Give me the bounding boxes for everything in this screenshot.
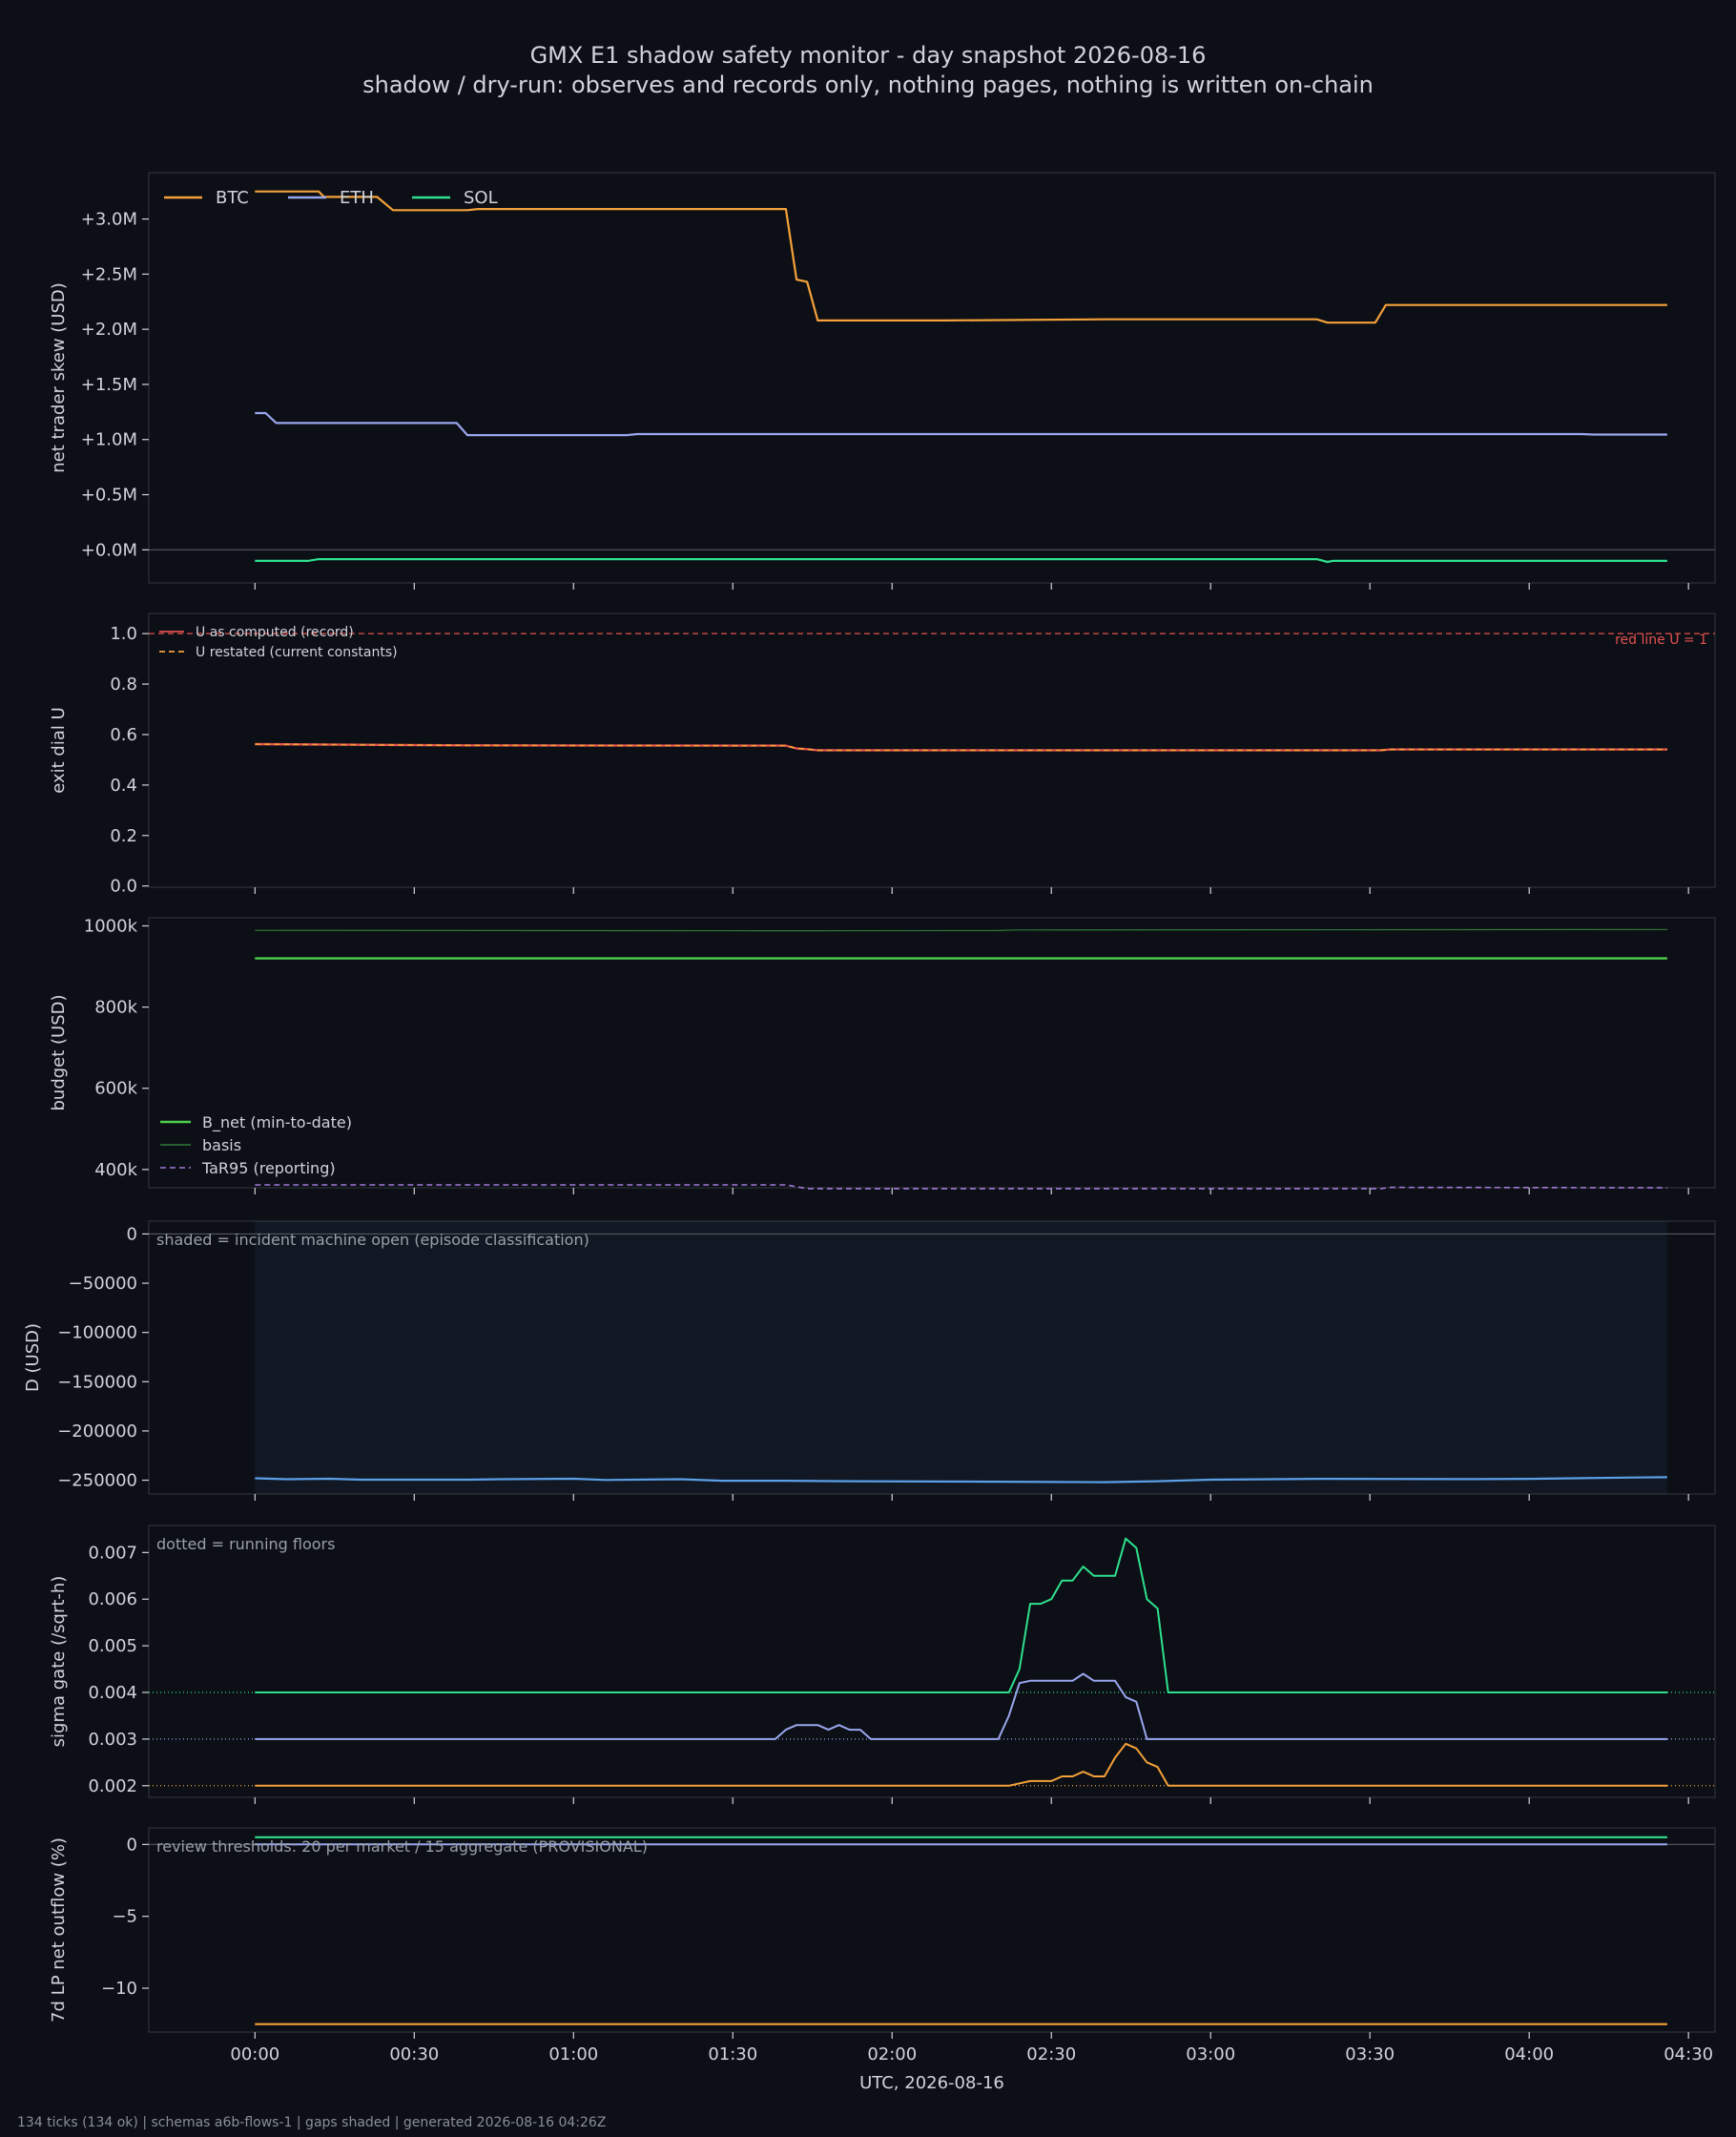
y-tick-label: 0.8 [110,674,137,695]
y-tick-label: 0.006 [88,1589,137,1609]
series-line-d [255,1476,1667,1483]
series-line-tar95-reporting- [255,1184,1667,1190]
panel-note: dotted = running floors [156,1535,335,1553]
incident-shade [255,1221,1667,1494]
x-tick-label: 02:30 [1026,2044,1076,2064]
legend-label: SOL [464,188,498,208]
series-line-sol [255,558,1667,564]
series-line-sol [255,1537,1667,1693]
legend-label: U as computed (record) [196,625,354,640]
legend-label: BTC [216,188,249,208]
y-tick-label: +3.0M [81,210,137,230]
y-tick-label: 0 [127,1835,137,1855]
y-tick-label: +1.5M [81,375,137,395]
x-tick-label: 01:30 [708,2044,757,2064]
y-tick-label: 0.003 [88,1730,137,1750]
y-tick-label: −100000 [57,1323,137,1343]
red-line-annotation: red line U = 1 [1615,633,1707,648]
y-axis-label: 7d LP net outflow (%) [49,1837,69,2023]
plot-area [148,172,1716,584]
panel-exit: 0.0 0.2 0.4 0.6 0.8 1.0 exit dial U red line U … [49,612,1716,897]
legend-label: B_net (min-to-date) [202,1113,352,1132]
y-tick-label: 0.2 [110,826,137,846]
y-tick-label: +2.5M [81,264,137,284]
series-line-u-restated-current-constants- [255,743,1667,752]
plot-area [148,1827,1716,2033]
y-tick-label: 1000k [84,917,138,937]
x-tick-label: 00:00 [230,2044,279,2064]
y-tick-label: −150000 [57,1372,137,1392]
panels: +0.0M +0.5M +1.0M +1.5M +2.0M +2.5M +3.0M net t… [23,172,1716,2064]
figure-subtitle: shadow / dry-run: observes and records o… [362,72,1374,98]
y-tick-label: −200000 [57,1421,137,1442]
x-tick-label: 03:30 [1345,2044,1395,2064]
panel-note: shaded = incident machine open (episode … [156,1231,589,1249]
panel-note: review thresholds: 20 per market / 15 ag… [156,1837,648,1856]
figure-title: GMX E1 shadow safety monitor - day snaps… [530,42,1207,69]
series-line-btc [255,1742,1667,1787]
x-tick-label: 03:00 [1186,2044,1235,2064]
y-axis-label: D (USD) [23,1323,43,1392]
y-axis-label: budget (USD) [49,994,69,1110]
y-tick-label: +0.0M [81,540,137,560]
legend-label: U restated (current constants) [196,645,398,660]
y-tick-label: 400k [94,1160,137,1180]
y-tick-label: +0.5M [81,486,137,506]
x-tick-label: 02:00 [867,2044,917,2064]
series-line-basis [255,928,1667,932]
y-tick-label: 0.4 [110,776,137,796]
legend-label: TaR95 (reporting) [201,1159,336,1177]
legend-label: basis [202,1136,241,1154]
y-tick-label: 0.002 [88,1776,137,1796]
y-tick-label: 1.0 [110,624,137,644]
y-tick-label: +2.0M [81,320,137,340]
series-line-eth [255,411,1667,437]
y-tick-label: 800k [94,998,137,1018]
y-axis-label: exit dial U [49,707,69,794]
plot-area [148,1220,1716,1495]
y-tick-label: 0.0 [110,877,137,897]
y-tick-label: −50000 [69,1274,137,1294]
panel-skew: +0.0M +0.5M +1.0M +1.5M +2.0M +2.5M +3.0M net t… [49,172,1716,590]
y-axis-label: net trader skew (USD) [49,282,69,473]
y-tick-label: 0.007 [88,1543,137,1563]
x-tick-label: 04:30 [1664,2044,1713,2064]
y-tick-label: 0 [127,1224,137,1244]
y-tick-label: 0.005 [88,1636,137,1656]
y-tick-label: −5 [112,1907,137,1927]
y-axis-label: sigma gate (/sqrt-h) [49,1576,69,1748]
panel-d: −250000 −200000 −150000 −100000 −50000 0 D (US… [23,1220,1716,1501]
y-tick-label: −10 [101,1979,137,1999]
series-line-btc [255,190,1667,324]
y-tick-label: 0.004 [88,1683,137,1703]
x-tick-label: 04:00 [1504,2044,1554,2064]
x-tick-label: 00:30 [389,2044,439,2064]
y-tick-label: 0.6 [110,725,137,745]
y-tick-label: 600k [94,1079,137,1099]
panel-lp: −10 −5 0 00:00 00:30 01:00 01:30 02:00 02:30 03:0… [49,1827,1716,2064]
x-tick-label: 01:00 [548,2044,598,2064]
series-line-eth [255,1672,1667,1740]
panel-sigma: 0.002 0.003 0.004 0.005 0.006 0.007 sigma gate… [49,1525,1716,1804]
plot-area [148,1525,1716,1798]
y-tick-label: +1.0M [81,430,137,450]
panel-budget: 400k 600k 800k 1000k budget (USD) B_net (min-… [49,917,1716,1194]
footer-status: 134 ticks (134 ok) | schemas a6b-flows-1… [17,2115,606,2130]
plot-area [148,917,1716,1189]
y-tick-label: −250000 [57,1471,137,1491]
x-axis-label: UTC, 2026-08-16 [859,2073,1004,2093]
legend-label: ETH [340,188,374,208]
